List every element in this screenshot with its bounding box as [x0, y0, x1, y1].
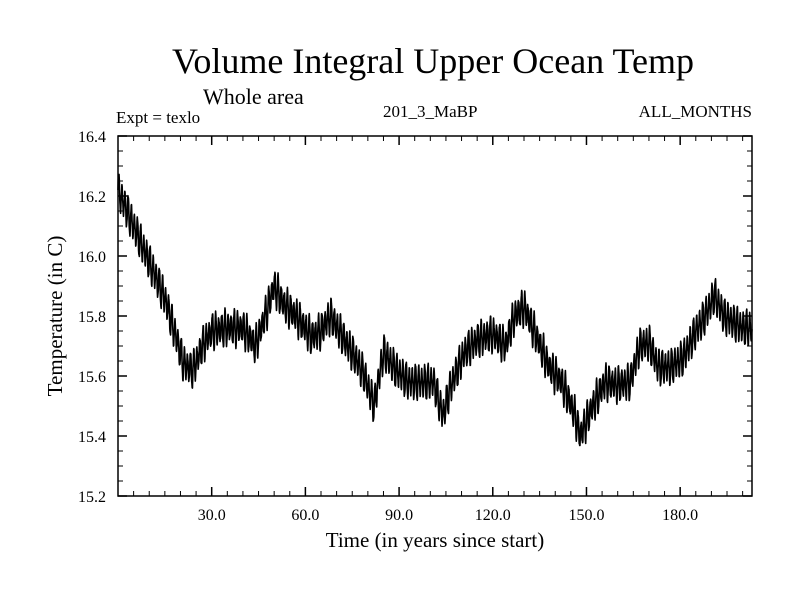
ticks-layer: 15.2 15.4 15.6 15.8 16.0 16.2 16.4 30.0 60.0 90.0…: [78, 129, 752, 524]
y-tick-label: 16.0: [78, 249, 106, 266]
expt-label: Expt = texlo: [116, 108, 200, 127]
months-label: ALL_MONTHS: [639, 102, 752, 121]
run-label: 201_3_MaBP: [383, 102, 477, 121]
y-tick-label: 15.4: [78, 429, 106, 446]
x-tick-label: 30.0: [198, 507, 226, 524]
y-tick-label: 15.2: [78, 489, 106, 506]
series-layer: [117, 173, 753, 447]
y-tick-label: 16.2: [78, 189, 106, 206]
x-tick-label: 150.0: [568, 507, 604, 524]
y-tick-label: 15.8: [78, 309, 106, 326]
series-line-texlo: [117, 173, 753, 447]
y-tick-label: 16.4: [78, 129, 106, 146]
x-tick-label: 90.0: [385, 507, 413, 524]
x-tick-label: 180.0: [662, 507, 698, 524]
y-tick-label: 15.6: [78, 369, 106, 386]
x-axis-label: Time (in years since start): [326, 528, 545, 552]
chart-title: Volume Integral Upper Ocean Temp: [172, 41, 694, 81]
x-tick-label: 60.0: [291, 507, 319, 524]
x-tick-label: 120.0: [475, 507, 511, 524]
plot-frame: [117, 135, 753, 497]
y-axis-label: Temperature (in C): [43, 236, 67, 397]
chart-subtitle: Whole area: [203, 84, 304, 109]
